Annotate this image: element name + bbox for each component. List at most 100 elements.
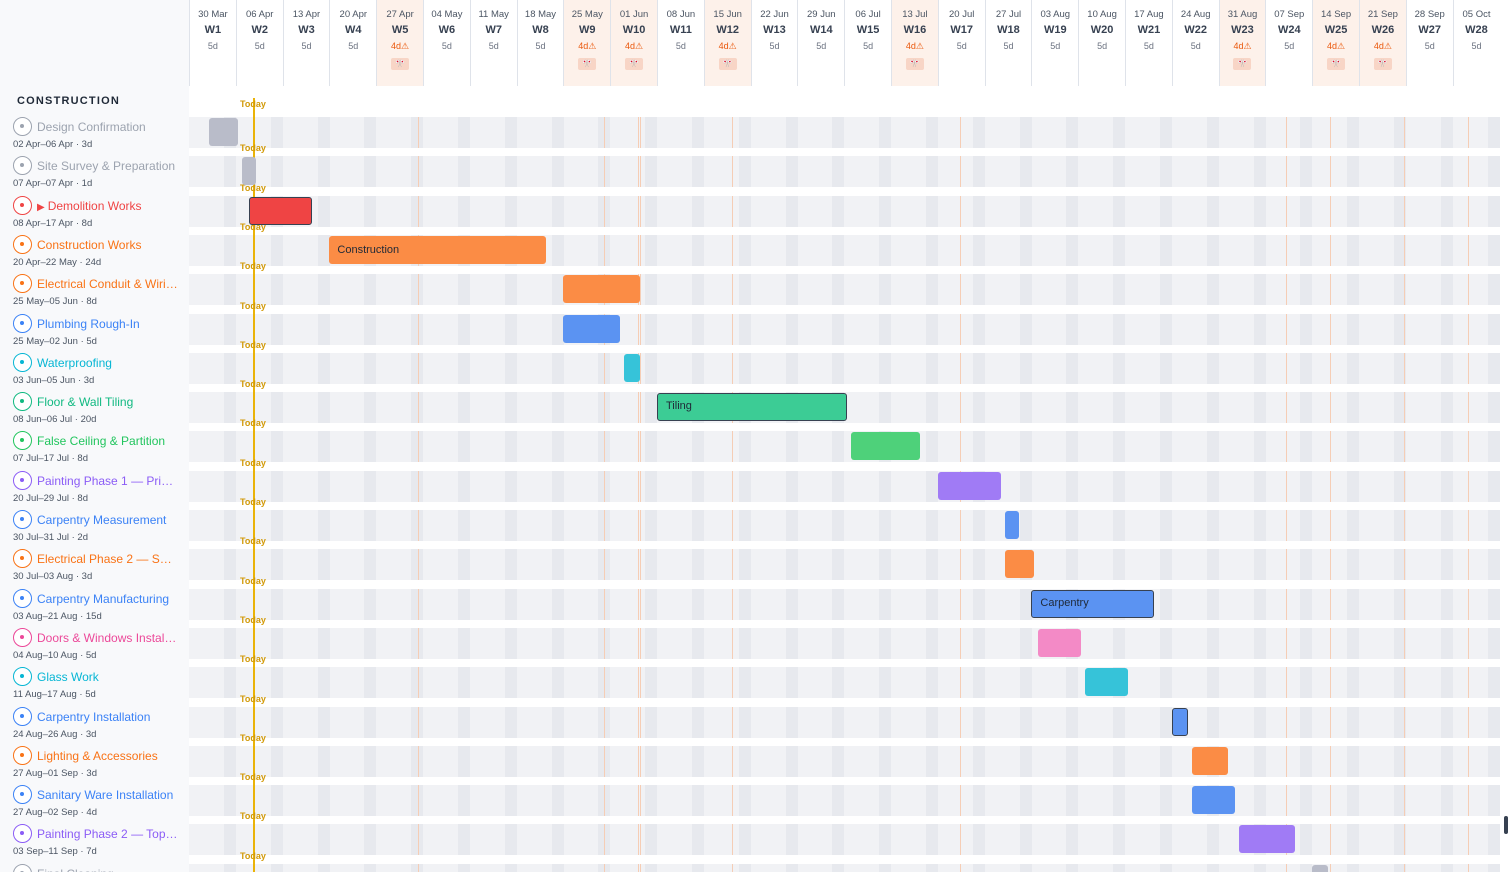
task-name[interactable]: Plumbing Rough-In [37, 317, 179, 331]
task-name[interactable]: Doors & Windows Installation [37, 631, 179, 645]
status-circle-icon[interactable] [13, 549, 32, 569]
status-circle-icon[interactable] [13, 627, 32, 647]
task-name[interactable]: Waterproofing [37, 356, 179, 370]
week-column-w26[interactable]: 21 Sep W26 4d⚠ 🎌 [1359, 0, 1406, 86]
task-row[interactable]: Electrical Conduit & Wiring 25 May–05 Jun… [0, 272, 189, 311]
task-row[interactable]: Floor & Wall Tiling 08 Jun–06 Jul · 20d [0, 390, 189, 429]
week-column-w11[interactable]: 08 Jun W11 5d [657, 0, 704, 86]
task-bar[interactable] [249, 196, 312, 225]
task-row[interactable]: ▶ Demolition Works 08 Apr–17 Apr · 8d [0, 194, 189, 233]
week-column-w15[interactable]: 06 Jul W15 5d [844, 0, 891, 86]
task-name[interactable]: Glass Work [37, 670, 179, 684]
status-circle-icon[interactable] [13, 863, 32, 872]
week-column-w22[interactable]: 24 Aug W22 5d [1171, 0, 1219, 86]
task-name[interactable]: Site Survey & Preparation [37, 159, 179, 173]
week-column-w16[interactable]: 13 Jul W16 4d⚠ 🎌 [891, 0, 938, 86]
task-name[interactable]: Floor & Wall Tiling [37, 395, 179, 409]
task-name[interactable]: Painting Phase 2 — Topcoat [37, 827, 179, 841]
task-bar[interactable] [1238, 825, 1295, 854]
task-bar[interactable] [1004, 550, 1035, 579]
week-column-w3[interactable]: 13 Apr W3 5d [282, 0, 330, 86]
task-bar[interactable] [850, 432, 921, 461]
task-name[interactable]: ▶ Demolition Works [37, 199, 179, 213]
week-column-w4[interactable]: 20 Apr W4 5d [329, 0, 376, 86]
task-row[interactable]: Lighting & Accessories 27 Aug–01 Sep · 3d [0, 744, 189, 783]
week-column-w10[interactable]: 01 Jun W10 4d⚠ 🎌 [610, 0, 657, 86]
task-row[interactable]: Carpentry Installation 24 Aug–26 Aug · 3d [0, 705, 189, 744]
week-column-w21[interactable]: 17 Aug W21 5d [1125, 0, 1172, 86]
task-bar[interactable] [1004, 511, 1019, 539]
task-row[interactable]: Plumbing Rough-In 25 May–02 Jun · 5d [0, 312, 189, 351]
task-row[interactable]: Doors & Windows Installation 04 Aug–10 Au… [0, 626, 189, 665]
status-circle-icon[interactable] [13, 667, 32, 687]
task-name[interactable]: Construction Works [37, 238, 179, 252]
task-bar[interactable] [563, 314, 620, 343]
task-bar[interactable] [1171, 707, 1188, 736]
task-bar[interactable] [623, 353, 640, 382]
task-name[interactable]: Carpentry Installation [37, 710, 179, 724]
status-circle-icon[interactable] [13, 117, 32, 136]
status-circle-icon[interactable] [13, 313, 32, 333]
task-name[interactable]: Carpentry Measurement [37, 513, 179, 527]
task-row[interactable]: False Ceiling & Partition 07 Jul–17 Jul ·… [0, 429, 189, 468]
task-bar[interactable] [937, 471, 1001, 500]
week-column-w24[interactable]: 07 Sep W24 5d [1265, 0, 1312, 86]
status-circle-icon[interactable] [13, 431, 32, 451]
task-row[interactable]: Waterproofing 03 Jun–05 Jun · 3d [0, 351, 189, 390]
week-column-w17[interactable]: 20 Jul W17 5d [937, 0, 985, 86]
task-bar[interactable]: Tiling [657, 393, 847, 422]
status-circle-icon[interactable] [13, 824, 32, 844]
week-column-w8[interactable]: 18 May W8 5d [516, 0, 564, 86]
task-name[interactable]: Sanitary Ware Installation [37, 788, 179, 802]
week-column-w5[interactable]: 27 Apr W5 4d⚠ 🎌 [376, 0, 423, 86]
task-row[interactable]: Final Cleaning [0, 862, 189, 872]
week-column-w14[interactable]: 29 Jun W14 5d [797, 0, 844, 86]
week-column-w6[interactable]: 04 May W6 5d [423, 0, 470, 86]
status-circle-icon[interactable] [13, 352, 32, 372]
task-bar[interactable] [563, 275, 640, 304]
week-column-w18[interactable]: 27 Jul W18 5d [984, 0, 1032, 86]
task-name[interactable]: Design Confirmation [37, 120, 179, 134]
status-circle-icon[interactable] [13, 156, 32, 176]
status-circle-icon[interactable] [13, 785, 32, 805]
week-column-w2[interactable]: 06 Apr W2 5d [235, 0, 283, 86]
task-name[interactable]: Carpentry Manufacturing [37, 592, 179, 606]
task-bar[interactable] [1191, 786, 1235, 815]
week-column-w9[interactable]: 25 May W9 4d⚠ 🎌 [563, 0, 611, 86]
week-column-w20[interactable]: 10 Aug W20 5d [1078, 0, 1125, 86]
task-row[interactable]: Design Confirmation 02 Apr–06 Apr · 3d [0, 115, 189, 154]
week-column-w7[interactable]: 11 May W7 5d [469, 0, 517, 86]
week-column-w1[interactable]: 30 Mar W1 5d [189, 0, 236, 86]
task-bar[interactable] [1191, 746, 1228, 775]
task-row[interactable]: Site Survey & Preparation 07 Apr–07 Apr ·… [0, 154, 189, 193]
task-name[interactable]: Painting Phase 1 — Primer [37, 474, 179, 488]
scrollbar-thumb[interactable] [1504, 816, 1508, 834]
status-circle-icon[interactable] [13, 706, 32, 726]
week-column-w28[interactable]: 05 Oct W28 5d [1452, 0, 1500, 86]
task-row[interactable]: Painting Phase 1 — Primer 20 Jul–29 Jul ·… [0, 469, 189, 508]
task-bar[interactable] [209, 118, 239, 146]
task-bar[interactable] [1084, 668, 1128, 697]
status-circle-icon[interactable] [13, 195, 32, 215]
task-row[interactable]: Construction Works 20 Apr–22 May · 24d [0, 233, 189, 272]
status-circle-icon[interactable] [13, 234, 32, 254]
status-circle-icon[interactable] [13, 510, 32, 529]
task-row[interactable]: Carpentry Measurement 30 Jul–31 Jul · 2d [0, 508, 189, 547]
week-column-w12[interactable]: 15 Jun W12 4d⚠ 🎌 [703, 0, 751, 86]
task-row[interactable]: Painting Phase 2 — Topcoat 03 Sep–11 Sep … [0, 822, 189, 861]
task-bar[interactable] [242, 157, 257, 186]
task-bar[interactable]: Construction [329, 235, 547, 264]
task-name[interactable]: Lighting & Accessories [37, 749, 179, 763]
week-column-w25[interactable]: 14 Sep W25 4d⚠ 🎌 [1312, 0, 1359, 86]
task-name[interactable]: Final Cleaning [37, 867, 179, 872]
status-circle-icon[interactable] [13, 745, 32, 765]
task-name[interactable]: Electrical Conduit & Wiring [37, 277, 179, 291]
task-bar[interactable] [1038, 628, 1081, 657]
week-column-w27[interactable]: 28 Sep W27 5d [1405, 0, 1453, 86]
task-row[interactable]: Electrical Phase 2 — Switches 30 Jul–03 A… [0, 547, 189, 586]
task-row[interactable]: Glass Work 11 Aug–17 Aug · 5d [0, 665, 189, 704]
week-column-w13[interactable]: 22 Jun W13 5d [750, 0, 798, 86]
task-bar[interactable]: Carpentry [1031, 589, 1155, 618]
task-row[interactable]: Sanitary Ware Installation 27 Aug–02 Sep … [0, 783, 189, 822]
week-column-w23[interactable]: 31 Aug W23 4d⚠ 🎌 [1218, 0, 1266, 86]
